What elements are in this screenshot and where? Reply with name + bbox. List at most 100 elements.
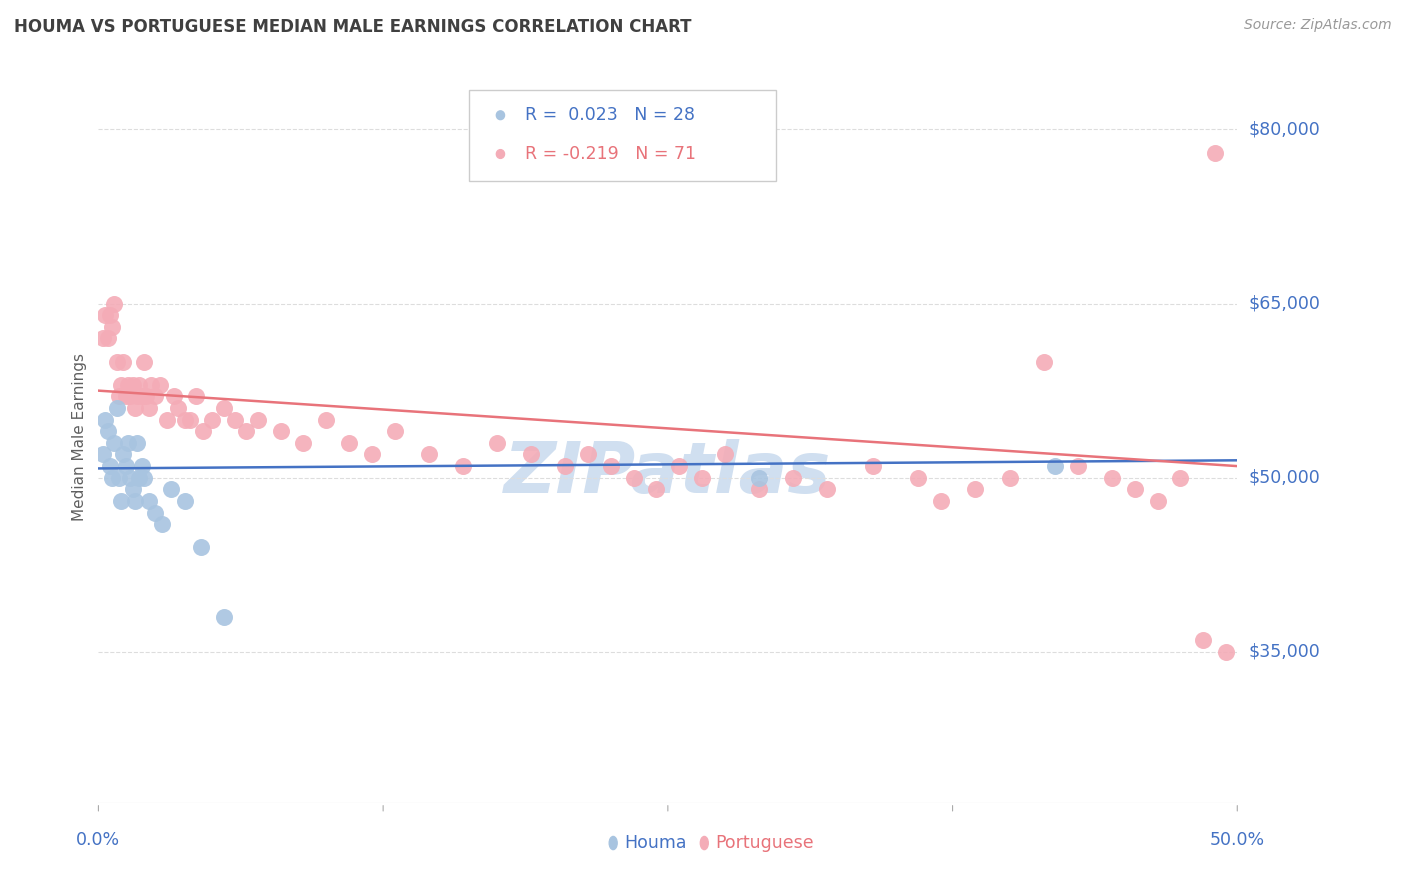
Point <box>360 448 382 462</box>
Point <box>135 389 157 403</box>
Point <box>103 436 125 450</box>
Point <box>114 459 136 474</box>
Point <box>138 401 160 415</box>
Point <box>212 610 235 624</box>
Text: $35,000: $35,000 <box>1249 643 1320 661</box>
Point <box>127 436 149 450</box>
Point <box>96 331 118 345</box>
Point <box>186 389 208 403</box>
Point <box>160 483 183 497</box>
Point <box>131 459 153 474</box>
Point <box>108 389 131 403</box>
Point <box>201 412 224 426</box>
Point <box>1101 471 1123 485</box>
Point <box>907 471 929 485</box>
Point <box>782 471 804 485</box>
Point <box>1192 633 1215 648</box>
Point <box>120 389 142 403</box>
Point <box>128 471 150 485</box>
Text: Houma: Houma <box>624 834 688 852</box>
Text: Portuguese: Portuguese <box>716 834 814 852</box>
Text: R =  0.023   N = 28: R = 0.023 N = 28 <box>526 106 696 124</box>
Point <box>112 448 135 462</box>
Point <box>1204 145 1226 160</box>
Point <box>162 389 184 403</box>
Point <box>193 424 215 438</box>
Point <box>149 377 172 392</box>
Point <box>315 412 337 426</box>
Point <box>1067 459 1090 474</box>
Point <box>645 483 668 497</box>
Text: Source: ZipAtlas.com: Source: ZipAtlas.com <box>1244 18 1392 32</box>
Point <box>965 483 987 497</box>
Point <box>1032 354 1054 368</box>
Ellipse shape <box>700 837 709 849</box>
Point <box>131 389 153 403</box>
Y-axis label: Median Male Earnings: Median Male Earnings <box>72 353 87 521</box>
Point <box>103 296 125 310</box>
Point <box>91 448 114 462</box>
Point <box>246 412 269 426</box>
Point <box>150 517 173 532</box>
Text: $50,000: $50,000 <box>1249 468 1320 487</box>
Point <box>156 412 179 426</box>
Point <box>132 354 155 368</box>
Point <box>91 331 114 345</box>
Point <box>145 506 167 520</box>
Point <box>167 401 190 415</box>
Point <box>486 436 509 450</box>
Point <box>174 494 197 508</box>
Text: $65,000: $65,000 <box>1249 294 1320 312</box>
Point <box>101 471 124 485</box>
Point <box>117 436 139 450</box>
Point <box>94 412 117 426</box>
Text: 0.0%: 0.0% <box>76 830 121 848</box>
Point <box>145 389 167 403</box>
Point <box>929 494 952 508</box>
Point <box>1123 483 1146 497</box>
Point <box>212 401 235 415</box>
Point <box>121 377 143 392</box>
Point <box>1043 459 1066 474</box>
Point <box>1215 645 1237 659</box>
Point <box>105 354 128 368</box>
Point <box>714 448 737 462</box>
Point <box>270 424 292 438</box>
Text: 50.0%: 50.0% <box>1209 830 1265 848</box>
Point <box>127 389 149 403</box>
Point <box>112 354 135 368</box>
Point <box>748 471 770 485</box>
Point <box>190 541 212 555</box>
Point <box>690 471 713 485</box>
Point <box>224 412 246 426</box>
Text: R = -0.219   N = 71: R = -0.219 N = 71 <box>526 145 696 163</box>
Point <box>668 459 690 474</box>
Point <box>1170 471 1192 485</box>
Point <box>138 494 160 508</box>
Point <box>124 494 146 508</box>
Point <box>139 377 162 392</box>
Point <box>98 308 121 322</box>
Point <box>114 389 136 403</box>
Point <box>124 401 146 415</box>
Ellipse shape <box>609 837 617 849</box>
Ellipse shape <box>496 111 505 120</box>
Text: HOUMA VS PORTUGUESE MEDIAN MALE EARNINGS CORRELATION CHART: HOUMA VS PORTUGUESE MEDIAN MALE EARNINGS… <box>14 18 692 36</box>
Point <box>1146 494 1168 508</box>
Text: $80,000: $80,000 <box>1249 120 1320 138</box>
Point <box>117 377 139 392</box>
Point <box>128 377 150 392</box>
Point <box>110 377 132 392</box>
Point <box>520 448 543 462</box>
Point <box>96 424 118 438</box>
Point <box>623 471 645 485</box>
Point <box>174 412 197 426</box>
Point <box>337 436 360 450</box>
Point <box>235 424 257 438</box>
Point <box>384 424 406 438</box>
Text: ZIPatlas: ZIPatlas <box>505 439 831 508</box>
Point <box>108 471 131 485</box>
Point <box>418 448 440 462</box>
Point <box>748 483 770 497</box>
Point <box>576 448 599 462</box>
